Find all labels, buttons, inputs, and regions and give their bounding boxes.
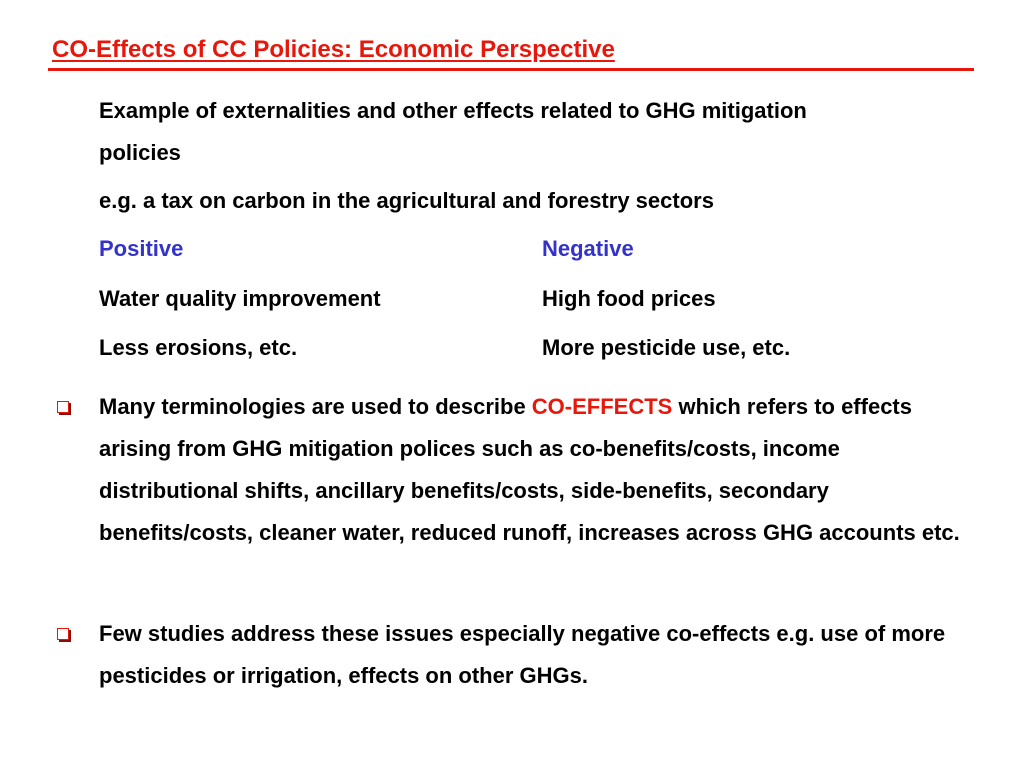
co-effects-highlight: CO-EFFECTS <box>531 394 673 419</box>
title-divider <box>48 68 974 71</box>
negative-item: High food prices <box>542 286 716 311</box>
intro-line-1: Example of externalities and other effec… <box>99 98 807 123</box>
negative-item: More pesticide use, etc. <box>542 335 791 360</box>
bullet-1-text-start: Many terminologies are used to describe <box>99 394 532 419</box>
negative-header: Negative <box>542 236 634 261</box>
bullet-paragraph-2: Few studies address these issues especia… <box>99 621 946 688</box>
slide-title: CO-Effects of CC Policies: Economic Pers… <box>52 36 615 63</box>
intro-line-2: policies <box>99 140 181 165</box>
positive-item: Water quality improvement <box>99 286 381 311</box>
square-bullet-icon <box>57 628 69 640</box>
bullet-paragraph-1: Many terminologies are used to describe … <box>99 386 984 554</box>
bullet-1-text-end: which refers to effects arising from GHG… <box>99 394 960 545</box>
square-bullet-icon <box>57 401 69 413</box>
positive-header: Positive <box>99 236 184 261</box>
intro-line-3: e.g. a tax on carbon in the agricultural… <box>99 188 714 213</box>
positive-item: Less erosions, etc. <box>99 335 298 360</box>
